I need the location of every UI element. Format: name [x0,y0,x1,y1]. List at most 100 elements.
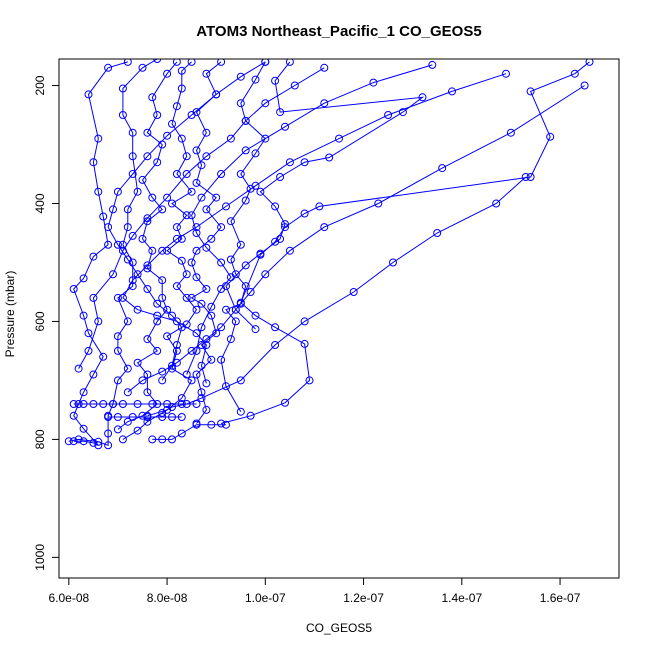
data-point-0-21 [104,63,113,72]
data-point-3-19 [172,170,181,178]
data-point-3-25 [177,66,186,75]
data-point-16-14 [251,181,260,190]
data-point-13-8 [163,193,172,202]
data-point-4-21 [202,128,211,137]
data-point-14-14 [143,152,152,161]
data-point-2-12 [158,276,167,285]
data-point-3-10 [172,282,181,291]
data-point-11-1 [133,426,142,435]
data-point-0-16 [99,212,108,221]
data-point-12-9 [261,270,270,279]
data-point-0-1 [79,437,88,446]
data-point-14-6 [143,285,152,293]
data-point-3-12 [177,256,186,265]
data-point-4-10 [202,285,211,293]
data-point-6-10 [281,223,289,232]
data-point-3-15 [172,223,181,232]
data-point-2-7 [153,346,162,355]
data-point-1-9 [113,346,122,355]
series-line-1 [68,59,158,447]
data-point-13-12 [241,116,250,125]
data-point-13-0 [74,364,83,373]
data-point-2-5 [143,370,152,379]
data-point-2-25 [163,69,172,78]
plot-frame [58,58,620,579]
data-point-2-13 [143,264,152,273]
data-point-0-0 [69,437,78,446]
data-point-6-13 [526,173,535,181]
data-point-12-11 [320,223,329,232]
data-point-4-12 [187,258,196,267]
data-point-15-15 [369,78,378,87]
series-line-10 [152,424,226,440]
data-point-5-16 [261,134,270,143]
y-tick-label-2: 600 [33,311,47,331]
data-point-16-10 [158,246,167,255]
data-point-8-5 [118,400,127,408]
data-point-5-18 [236,99,245,108]
data-point-0-10 [84,329,93,338]
data-point-6-15 [526,87,535,96]
data-point-1-22 [118,84,127,93]
data-point-13-3 [89,293,98,302]
data-point-2-19 [138,175,147,184]
data-point-1-23 [138,63,147,72]
data-point-9-3 [143,413,152,421]
data-point-9-1 [113,413,122,421]
data-point-7-7 [271,202,280,211]
data-point-16-0 [202,379,211,388]
data-point-13-13 [261,99,270,108]
data-point-0-3 [94,441,103,450]
data-point-9-2 [128,413,137,421]
data-point-8-6 [133,400,142,408]
data-point-3-22 [168,119,176,128]
data-point-10-0 [148,435,157,444]
data-point-2-6 [133,358,142,367]
data-point-1-0 [64,437,73,446]
data-point-11-14 [521,173,530,181]
data-point-3-16 [182,211,191,220]
data-point-11-13 [492,199,501,208]
data-point-5-14 [236,170,245,178]
data-point-2-26 [172,59,181,66]
data-point-0-2 [89,438,98,447]
data-point-3-3 [187,376,196,385]
data-point-2-16 [143,217,152,226]
data-point-14-0 [158,376,167,385]
data-point-14-2 [172,341,181,349]
data-point-4-14 [207,234,216,243]
data-point-4-6 [212,329,221,338]
data-point-16-11 [172,234,181,243]
data-point-6-7 [236,298,245,307]
data-point-4-1 [202,405,211,414]
data-point-1-20 [128,128,137,137]
data-point-7-13 [418,93,427,102]
data-point-1-2 [94,437,103,446]
x-tick-label-2: 1.0e-07 [245,591,286,605]
data-point-1-13 [128,282,137,291]
data-point-2-4 [143,388,152,397]
data-point-1-18 [133,187,142,196]
data-point-0-15 [104,240,113,249]
data-point-11-4 [168,403,176,411]
data-point-6-5 [271,323,280,332]
data-point-3-20 [182,152,191,161]
data-point-14-13 [128,170,137,178]
data-point-12-7 [231,305,240,314]
data-point-1-4 [104,429,113,438]
data-point-7-11 [325,153,334,162]
data-point-15-11 [217,170,226,178]
data-point-4-24 [202,69,211,78]
data-point-6-3 [305,376,314,385]
data-point-7-14 [276,108,285,117]
data-point-12-12 [374,199,383,208]
data-point-14-3 [177,323,186,332]
data-point-0-17 [94,187,103,196]
data-point-0-9 [99,352,108,361]
data-point-1-17 [123,205,132,214]
data-point-4-19 [197,161,206,170]
data-point-16-12 [192,223,201,232]
data-point-5-7 [241,282,250,291]
